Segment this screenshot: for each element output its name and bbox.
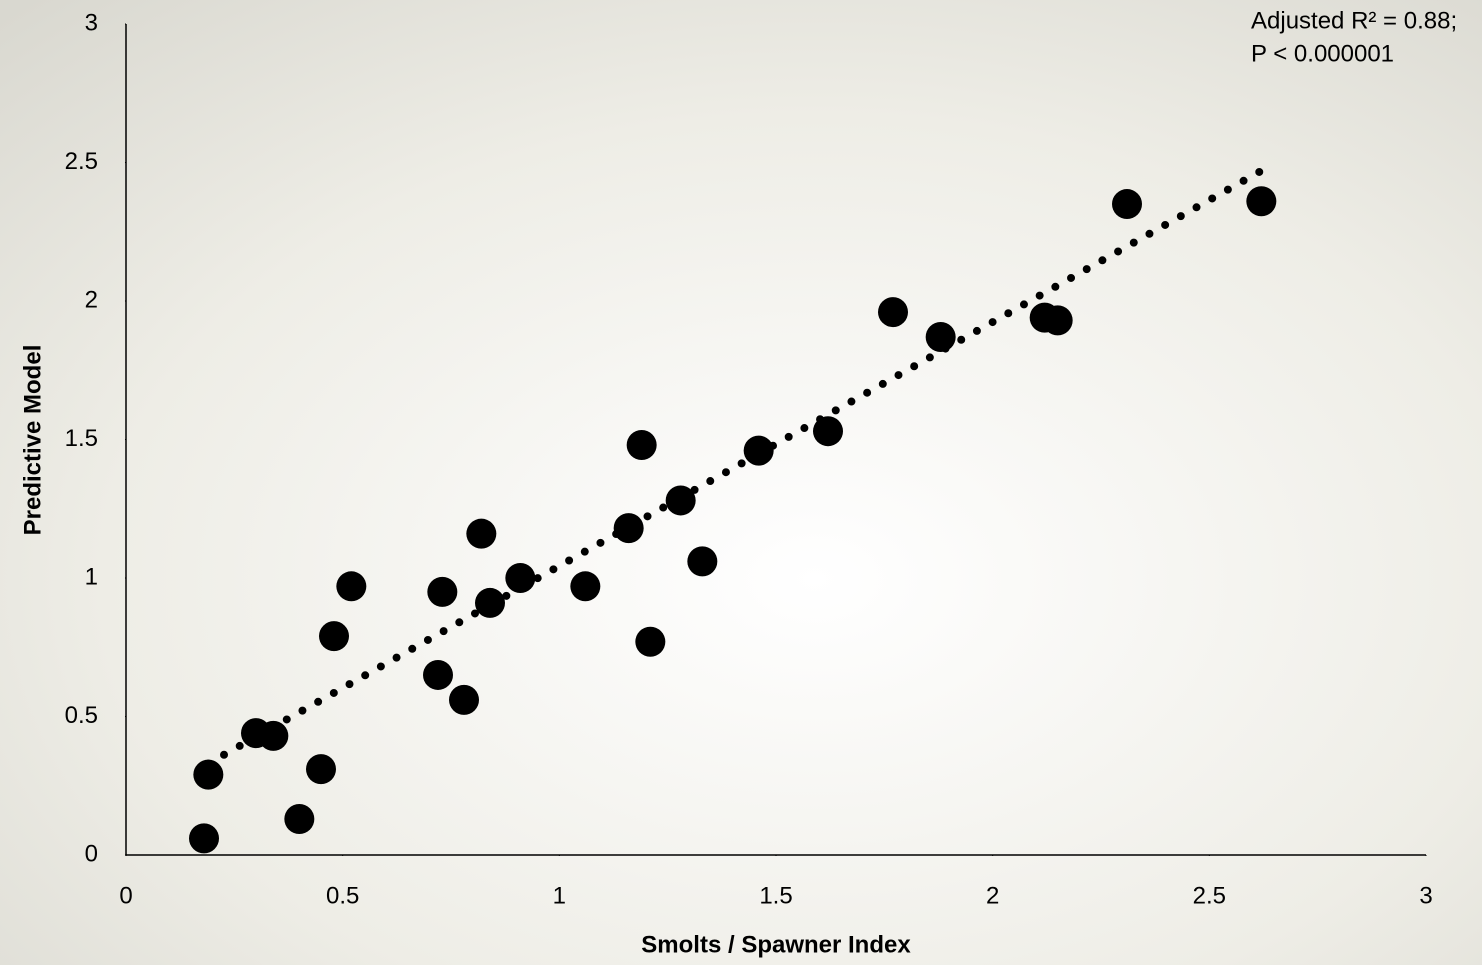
y-tick-label: 2 (85, 286, 98, 313)
y-axis-title: Predictive Model (19, 345, 46, 536)
point (189, 823, 219, 854)
point (466, 518, 497, 549)
point (813, 416, 843, 447)
y-tick-label: 0.5 (65, 702, 98, 729)
point (1112, 189, 1142, 220)
point (449, 684, 479, 715)
y-tick-label: 1 (85, 563, 98, 590)
y-tick-label: 2.5 (65, 148, 98, 175)
point (1042, 305, 1073, 336)
point (336, 571, 367, 602)
x-tick-label: 1.5 (759, 882, 792, 909)
point (475, 587, 505, 618)
y-tick-label: 0 (85, 840, 98, 867)
point (193, 759, 224, 790)
x-axis-title: Smolts / Spawner Index (641, 931, 911, 958)
annotation: P < 0.000001 (1251, 40, 1394, 67)
x-tick-label: 0.5 (326, 882, 359, 909)
point (570, 571, 601, 602)
x-tick-label: 3 (1419, 882, 1432, 909)
point (687, 546, 718, 577)
y-tick-label: 3 (85, 9, 98, 36)
point (505, 563, 536, 593)
x-tick-label: 2 (986, 882, 999, 909)
point (423, 659, 453, 690)
x-tick-label: 2.5 (1193, 882, 1226, 909)
annotation: Adjusted R² = 0.88; (1251, 7, 1457, 34)
point (1246, 186, 1277, 217)
x-tick-label: 1 (553, 882, 566, 909)
point (925, 322, 956, 353)
point (284, 803, 315, 834)
point (635, 626, 666, 657)
point (258, 720, 289, 751)
point (743, 435, 774, 466)
point (319, 621, 349, 652)
trendline (204, 166, 1266, 768)
point (306, 754, 336, 785)
point (878, 297, 908, 328)
x-tick-label: 0 (119, 882, 132, 909)
point (427, 576, 458, 607)
point (626, 430, 657, 461)
point (613, 513, 644, 544)
point (665, 485, 696, 516)
y-tick-label: 1.5 (65, 425, 98, 452)
